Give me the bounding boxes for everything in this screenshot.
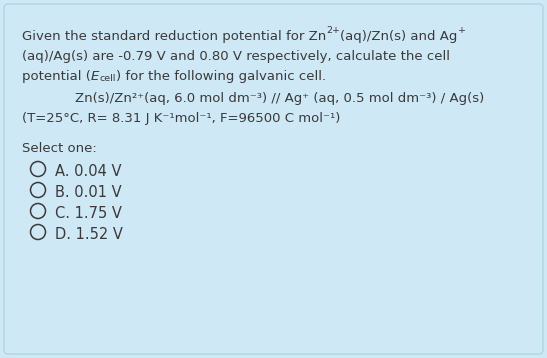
- Text: (T=25°C, R= 8.31 J K⁻¹mol⁻¹, F=96500 C mol⁻¹): (T=25°C, R= 8.31 J K⁻¹mol⁻¹, F=96500 C m…: [22, 112, 340, 125]
- Text: D. 1.52 V: D. 1.52 V: [55, 227, 123, 242]
- Text: 2+: 2+: [326, 26, 340, 35]
- Text: cell: cell: [99, 74, 115, 83]
- Text: Select one:: Select one:: [22, 142, 97, 155]
- Text: C. 1.75 V: C. 1.75 V: [55, 206, 122, 221]
- Text: A. 0.04 V: A. 0.04 V: [55, 164, 121, 179]
- Text: (aq)/Zn(s) and Ag: (aq)/Zn(s) and Ag: [340, 30, 458, 43]
- Text: +: +: [458, 26, 465, 35]
- Text: B. 0.01 V: B. 0.01 V: [55, 185, 121, 200]
- Text: ) for the following galvanic cell.: ) for the following galvanic cell.: [115, 70, 326, 83]
- Text: Given the standard reduction potential for Zn: Given the standard reduction potential f…: [22, 30, 326, 43]
- Text: Zn(s)/Zn²⁺(aq, 6.0 mol dm⁻³) // Ag⁺ (aq, 0.5 mol dm⁻³) / Ag(s): Zn(s)/Zn²⁺(aq, 6.0 mol dm⁻³) // Ag⁺ (aq,…: [75, 92, 484, 105]
- FancyBboxPatch shape: [4, 4, 543, 354]
- Text: potential (: potential (: [22, 70, 91, 83]
- Text: E: E: [91, 70, 99, 83]
- Text: (aq)/Ag(s) are -0.79 V and 0.80 V respectively, calculate the cell: (aq)/Ag(s) are -0.79 V and 0.80 V respec…: [22, 50, 450, 63]
